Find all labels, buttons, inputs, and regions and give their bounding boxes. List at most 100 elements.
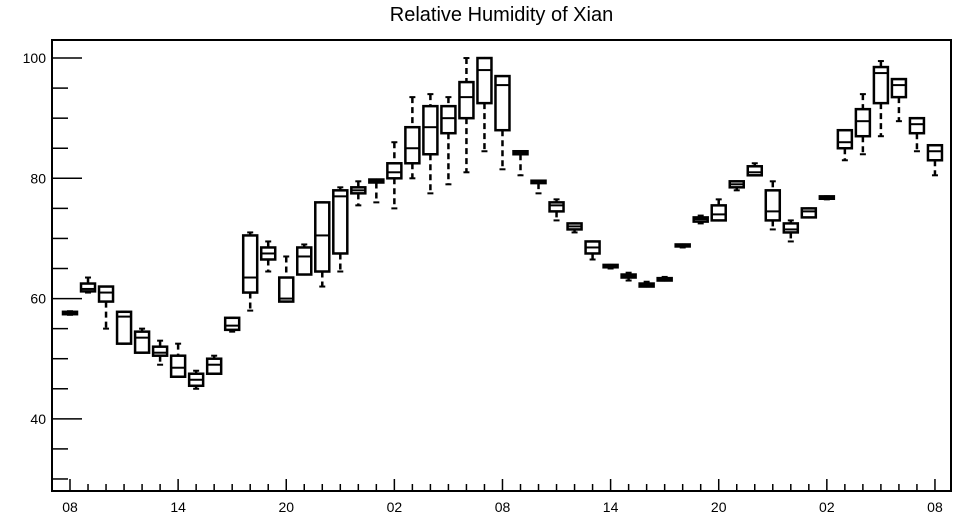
box-25 (512, 149, 529, 177)
box-31 (620, 271, 637, 282)
box-29 (584, 240, 601, 261)
box-38 (746, 162, 764, 177)
x-tick-label: 08 (495, 499, 511, 515)
box-iqr (115, 310, 133, 345)
box-3 (115, 310, 133, 345)
box-iqr (476, 56, 493, 105)
box-iqr (746, 165, 764, 177)
box-iqr (440, 104, 457, 135)
box-47 (908, 116, 926, 153)
box-9 (223, 316, 241, 333)
box-iqr (854, 107, 872, 138)
box-41 (800, 207, 818, 219)
box-iqr (494, 74, 511, 132)
box-0 (61, 310, 79, 316)
box-iqr (404, 125, 421, 165)
box-iqr (277, 276, 295, 303)
box-42 (818, 195, 836, 201)
box-iqr (205, 357, 223, 375)
box-iqr (169, 354, 187, 378)
box-2 (97, 285, 115, 330)
box-iqr (764, 189, 782, 222)
y-axis: 40 60 80 100 (23, 50, 82, 480)
box-iqr (458, 80, 475, 120)
x-tick-label: 14 (170, 499, 186, 515)
box-iqr (241, 234, 259, 294)
y-tick-label: 80 (30, 170, 46, 186)
box-iqr (79, 282, 97, 293)
box-40 (782, 219, 800, 243)
box-13 (296, 243, 313, 276)
box-iqr (782, 222, 800, 234)
box-16 (350, 180, 367, 207)
box-34 (674, 243, 691, 249)
box-iqr (926, 143, 944, 162)
box-39 (764, 180, 782, 231)
x-axis: 08 14 20 02 08 14 20 02 08 (62, 479, 943, 515)
box-10 (241, 231, 259, 312)
x-tick-label: 02 (387, 499, 403, 515)
box-8 (205, 354, 223, 375)
box-iqr (133, 330, 151, 354)
y-tick-label: 60 (30, 291, 46, 307)
box-46 (890, 77, 908, 123)
box-iqr (872, 65, 890, 105)
box-iqr (97, 285, 115, 303)
box-18 (386, 141, 403, 210)
box-iqr (710, 204, 727, 222)
box-iqr (548, 201, 565, 213)
y-tick-label: 40 (30, 411, 46, 427)
box-4 (133, 327, 151, 354)
box-30 (602, 263, 619, 270)
box-iqr (223, 316, 241, 332)
box-iqr (836, 128, 854, 150)
box-iqr (800, 207, 818, 219)
boxes-layer (61, 56, 944, 390)
box-44 (854, 93, 872, 156)
box-32 (638, 280, 655, 288)
box-23 (476, 56, 493, 153)
box-5 (151, 339, 169, 366)
box-15 (332, 186, 349, 273)
box-14 (314, 201, 331, 288)
box-12 (277, 255, 295, 303)
x-tick-label: 08 (62, 499, 78, 515)
box-iqr (296, 246, 313, 276)
box-iqr (386, 162, 403, 180)
box-36 (710, 198, 727, 222)
box-28 (566, 222, 583, 234)
box-17 (368, 178, 385, 204)
box-7 (187, 369, 205, 390)
box-11 (259, 240, 277, 273)
x-tick-label: 02 (819, 499, 835, 515)
box-iqr (908, 116, 926, 135)
box-22 (458, 57, 475, 174)
box-27 (548, 198, 565, 222)
x-tick-label: 08 (927, 499, 943, 515)
box-37 (728, 180, 745, 192)
box-48 (926, 143, 944, 177)
box-iqr (890, 77, 908, 99)
box-iqr (314, 201, 331, 273)
box-6 (169, 342, 187, 378)
box-43 (836, 128, 854, 162)
box-1 (79, 276, 97, 294)
box-iqr (332, 189, 349, 255)
plot-frame (51, 39, 952, 492)
x-tick-label: 20 (711, 499, 727, 515)
box-24 (494, 74, 511, 171)
box-26 (530, 179, 547, 195)
box-33 (656, 275, 673, 282)
chart-title: Relative Humidity of Xian (389, 4, 614, 26)
box-45 (872, 60, 890, 138)
y-tick-label: 100 (23, 50, 47, 66)
box-19 (404, 96, 421, 180)
box-iqr (151, 345, 169, 357)
box-20 (422, 93, 439, 195)
box-21 (440, 96, 457, 186)
box-35 (692, 214, 709, 225)
x-tick-label: 14 (603, 499, 619, 515)
x-tick-label: 20 (278, 499, 294, 515)
box-iqr (422, 104, 439, 156)
